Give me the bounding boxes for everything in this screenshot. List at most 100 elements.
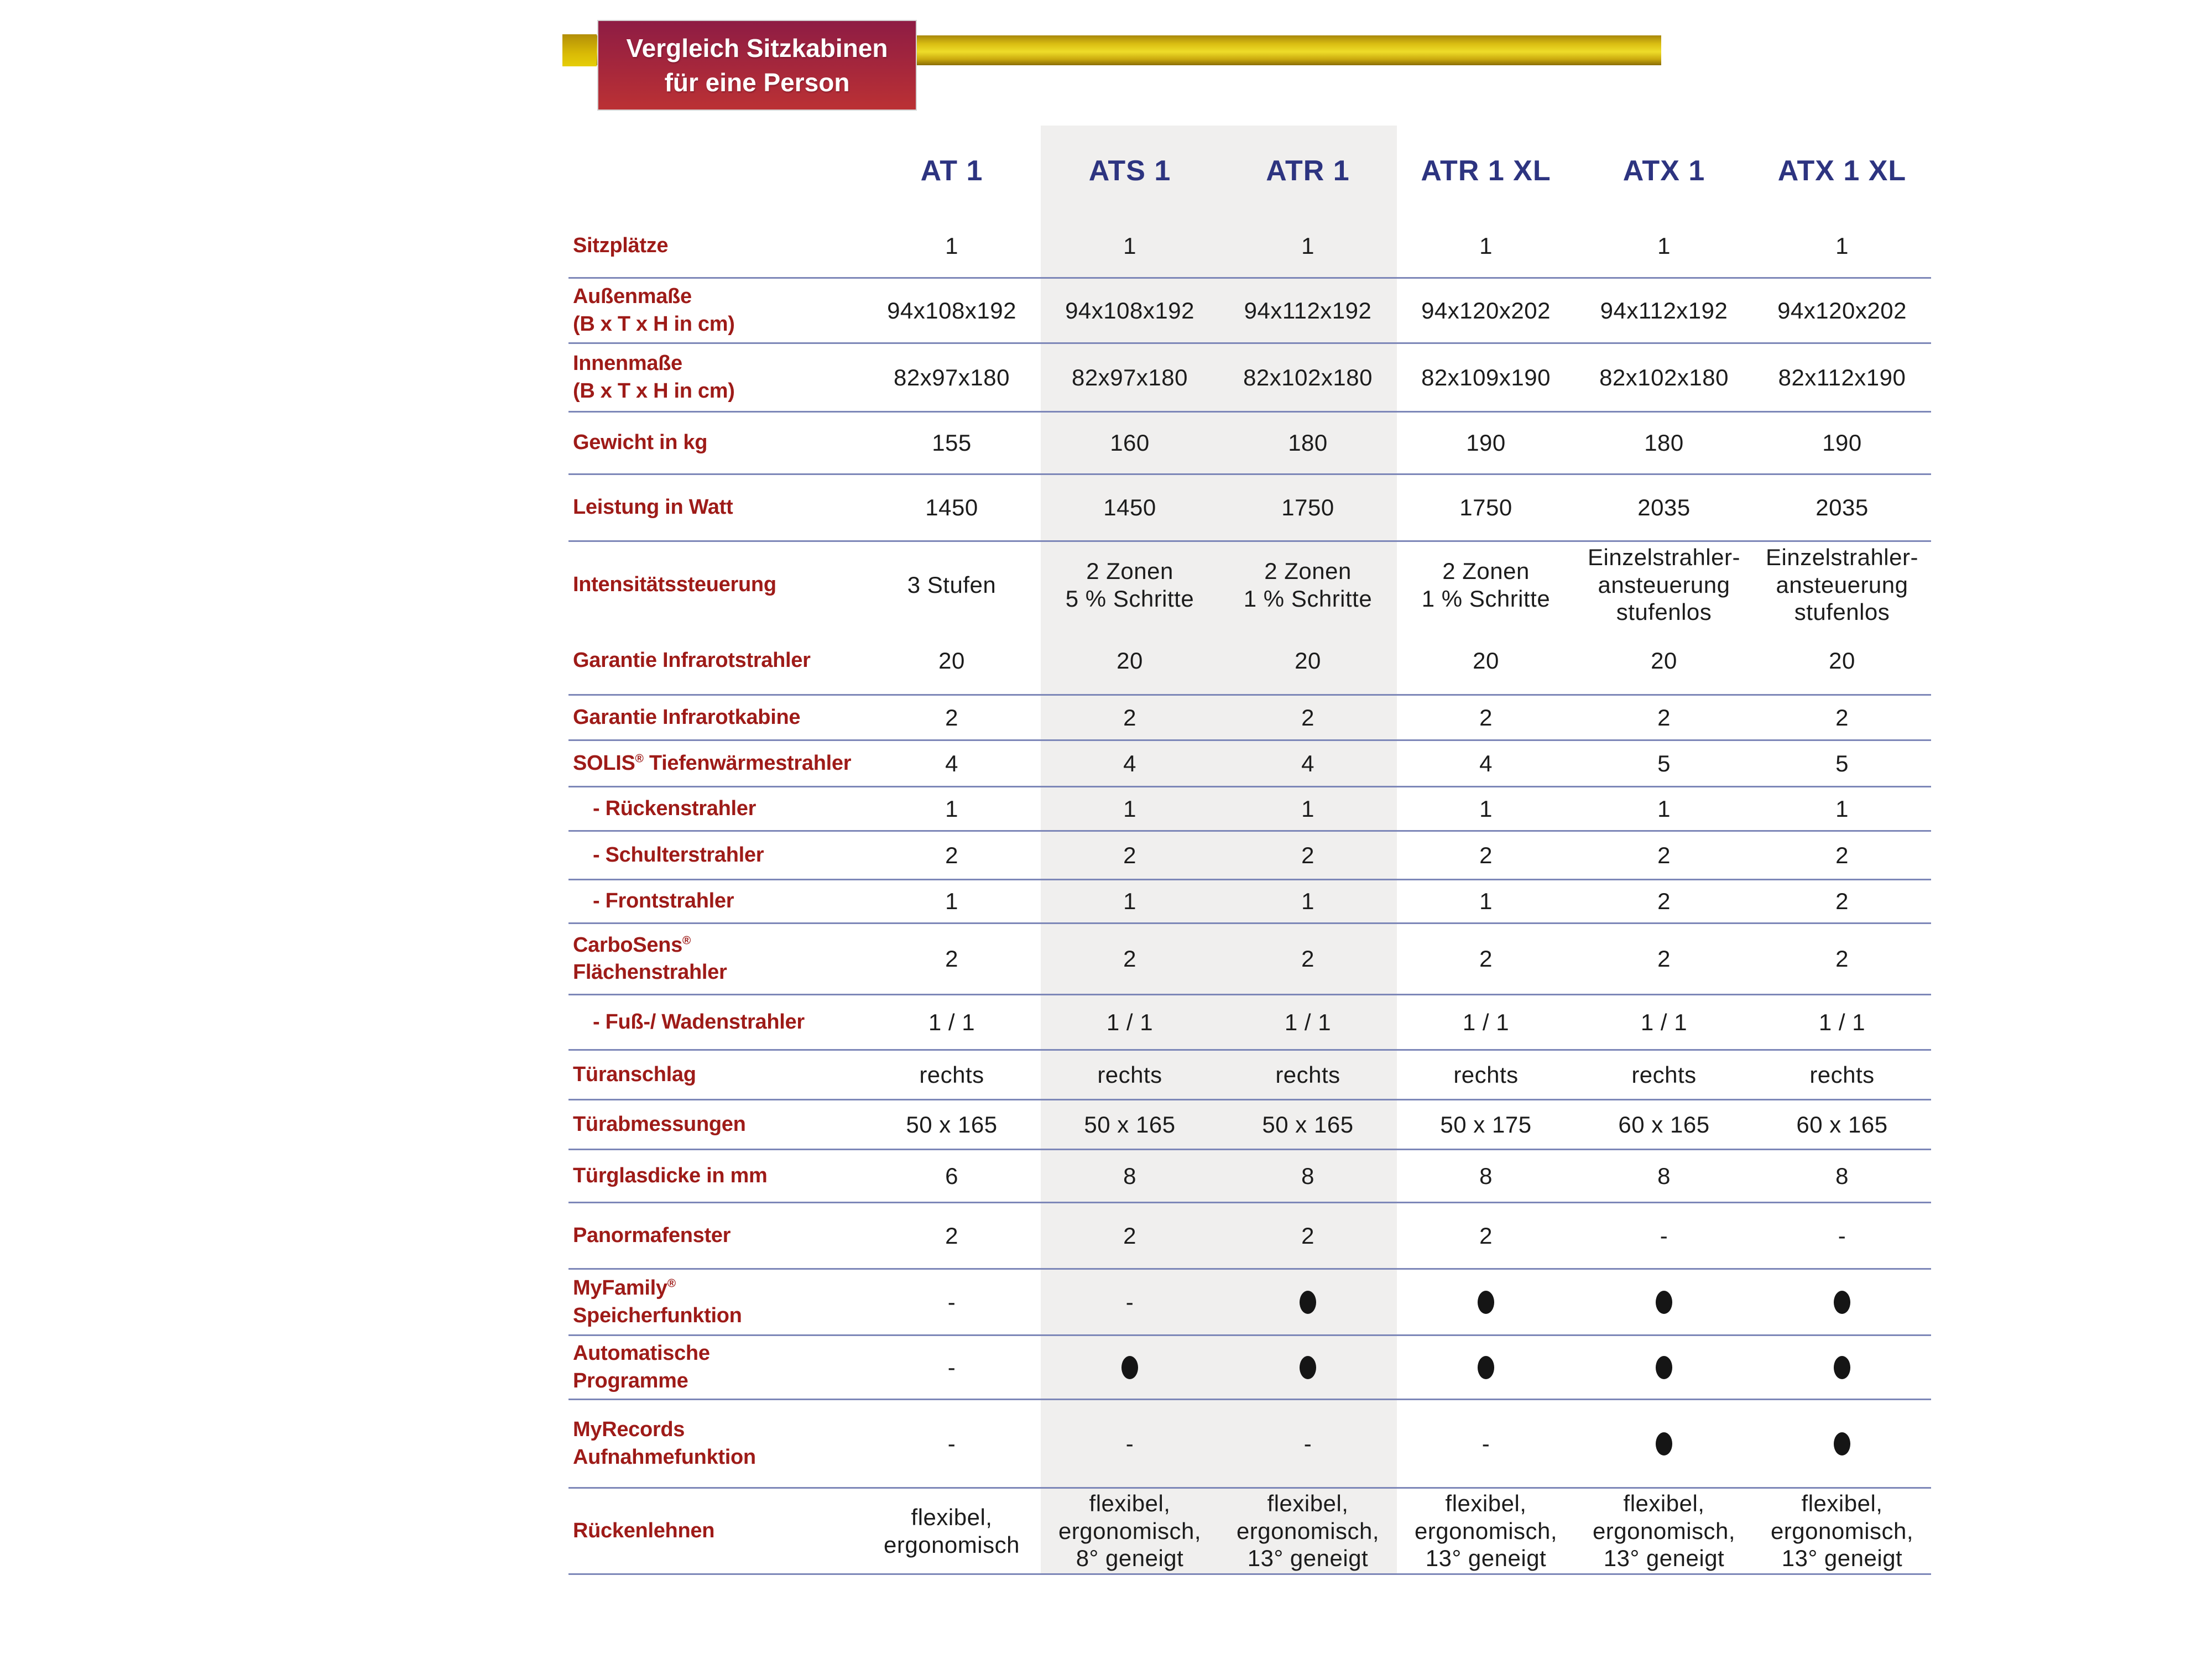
value-cell: 2 bbox=[945, 842, 958, 868]
row-label: Sitzplätze bbox=[568, 215, 863, 277]
table-row: Garantie Infrarotkabine 2 2 2 2 2 2 bbox=[568, 696, 1931, 741]
value-cell: 180 bbox=[1288, 430, 1328, 456]
row-label: MyFamily® Speicherfunktion bbox=[568, 1270, 863, 1334]
table-row: - Rückenstrahler 1 1 1 1 1 1 bbox=[568, 787, 1931, 832]
value-cell: 2 bbox=[945, 1222, 958, 1249]
feature-dot bbox=[1300, 1355, 1316, 1379]
table-row: Intensitätssteuerung 3 Stufen 2 Zonen 5 % … bbox=[568, 542, 1931, 628]
row-label: Außenmaße (B x T x H in cm) bbox=[568, 279, 863, 342]
value-cell: 1 / 1 bbox=[1106, 1009, 1154, 1035]
row-label-text: Türanschlag bbox=[573, 1062, 696, 1086]
value-cell: 2 bbox=[1835, 704, 1849, 731]
value-cell: 2 bbox=[1123, 704, 1136, 731]
value-cell bbox=[1219, 1270, 1397, 1334]
row-label-text: Rückenlehnen bbox=[573, 1519, 715, 1542]
value-cell: 60 x 165 bbox=[1618, 1111, 1710, 1138]
value-cell: 1450 bbox=[1103, 494, 1156, 521]
table-row: Automatische Programme - bbox=[568, 1336, 1931, 1400]
value-cell: 160 bbox=[1110, 430, 1150, 456]
table-row: Innenmaße (B x T x H in cm) 82x97x180 82x97… bbox=[568, 344, 1931, 413]
value-cell: 94x120x202 bbox=[1777, 297, 1907, 324]
value-cell: - bbox=[1481, 1430, 1490, 1457]
row-label: - Rückenstrahler bbox=[568, 787, 863, 830]
value-cell: 2 bbox=[945, 704, 958, 731]
page-title-line2: für eine Person bbox=[664, 68, 850, 97]
value-cell bbox=[1219, 1336, 1397, 1399]
value-cell: 4 bbox=[1479, 750, 1493, 776]
row-label: Automatische Programme bbox=[568, 1336, 863, 1399]
value-cell: 1 bbox=[1123, 232, 1136, 259]
feature-dot bbox=[1478, 1290, 1494, 1314]
value-cell: rechts bbox=[919, 1061, 984, 1088]
value-cell bbox=[1753, 1336, 1931, 1399]
value-cell: 1 bbox=[1301, 232, 1314, 259]
feature-dot bbox=[1121, 1355, 1138, 1379]
value-cell: 50 x 165 bbox=[906, 1111, 998, 1138]
value-cell: rechts bbox=[1097, 1061, 1162, 1088]
row-label: Türanschlag bbox=[568, 1051, 863, 1099]
value-cell: - bbox=[1303, 1430, 1312, 1457]
value-cell: - bbox=[1125, 1288, 1134, 1315]
table-row: Türglasdicke in mm 6 8 8 8 8 8 bbox=[568, 1150, 1931, 1203]
value-cell: 50 x 165 bbox=[1262, 1111, 1354, 1138]
value-cell: 8 bbox=[1657, 1162, 1671, 1189]
value-cell: 94x112x192 bbox=[1244, 297, 1372, 324]
row-label-text: - Frontstrahler bbox=[593, 889, 734, 913]
table-row: Türanschlag rechts rechts rechts rechts recht… bbox=[568, 1051, 1931, 1100]
value-cell: rechts bbox=[1631, 1061, 1697, 1088]
model-header: ATX 1 bbox=[1623, 155, 1705, 187]
value-cell: 4 bbox=[945, 750, 958, 776]
value-cell: 2 bbox=[1657, 946, 1671, 972]
value-cell: 20 bbox=[1651, 648, 1677, 674]
row-label-text: Panormafenster bbox=[573, 1223, 731, 1247]
value-cell bbox=[1753, 1400, 1931, 1487]
value-cell: 82x97x180 bbox=[1071, 364, 1188, 390]
value-cell bbox=[1575, 1400, 1753, 1487]
row-label: CarboSens® Flächenstrahler bbox=[568, 924, 863, 994]
value-cell: 3 Stufen bbox=[907, 571, 997, 598]
table-row: Rückenlehnen flexibel, ergonomisch flexibe… bbox=[568, 1489, 1931, 1575]
table-row: Gewicht in kg 155 160 180 190 180 190 bbox=[568, 413, 1931, 475]
row-label-text: SOLIS® Tiefenwärmestrahler bbox=[573, 751, 852, 775]
row-label-text: - Fuß-/ Wadenstrahler bbox=[593, 1010, 805, 1034]
row-label: Garantie Infrarotstrahler bbox=[568, 628, 863, 694]
table-row: - Fuß-/ Wadenstrahler 1 / 1 1 / 1 1 / 1 1 / … bbox=[568, 995, 1931, 1051]
value-cell: 1 bbox=[1301, 888, 1314, 915]
value-cell: 1 / 1 bbox=[1284, 1009, 1332, 1035]
value-cell: flexibel, ergonomisch, 13° geneigt bbox=[1414, 1490, 1558, 1572]
table-row: SOLIS® Tiefenwärmestrahler 4 4 4 4 5 5 bbox=[568, 741, 1931, 787]
value-cell: 8 bbox=[1301, 1162, 1314, 1189]
value-cell: 94x108x192 bbox=[887, 297, 1016, 324]
value-cell: 20 bbox=[938, 648, 965, 674]
value-cell bbox=[1041, 1336, 1219, 1399]
value-cell: 190 bbox=[1822, 430, 1862, 456]
value-cell: - bbox=[1125, 1430, 1134, 1457]
value-cell: 8 bbox=[1835, 1162, 1849, 1189]
highlighted-columns-band bbox=[1041, 126, 1397, 1575]
value-cell: 82x102x180 bbox=[1243, 364, 1373, 390]
value-cell: 2 bbox=[1123, 1222, 1136, 1249]
table-row: - Schulterstrahler 2 2 2 2 2 2 bbox=[568, 832, 1931, 880]
value-cell: 1 bbox=[1123, 888, 1136, 915]
table-row: Außenmaße (B x T x H in cm) 94x108x192 94x1… bbox=[568, 279, 1931, 344]
row-label: Rückenlehnen bbox=[568, 1489, 863, 1573]
row-label-text: Sitzplätze bbox=[573, 233, 669, 257]
feature-dot bbox=[1478, 1355, 1494, 1379]
model-header: AT 1 bbox=[920, 155, 983, 187]
value-cell: 190 bbox=[1466, 430, 1506, 456]
value-cell: 94x120x202 bbox=[1421, 297, 1551, 324]
row-label: Innenmaße (B x T x H in cm) bbox=[568, 344, 863, 411]
table-row: MyFamily® Speicherfunktion - - bbox=[568, 1270, 1931, 1336]
model-header: ATX 1 XL bbox=[1777, 155, 1907, 187]
value-cell: 2 bbox=[1123, 842, 1136, 868]
value-cell: 2 bbox=[1835, 946, 1849, 972]
value-cell: 2 Zonen 1 % Schritte bbox=[1243, 557, 1373, 612]
row-label: Leistung in Watt bbox=[568, 475, 863, 540]
value-cell: 50 x 175 bbox=[1440, 1111, 1532, 1138]
value-cell: 94x108x192 bbox=[1065, 297, 1194, 324]
row-label-text: Türglasdicke in mm bbox=[573, 1164, 768, 1187]
value-cell: 1 bbox=[1657, 232, 1671, 259]
value-cell: 2 bbox=[1301, 704, 1314, 731]
value-cell: 82x112x190 bbox=[1778, 364, 1906, 390]
value-cell: 20 bbox=[1473, 648, 1499, 674]
